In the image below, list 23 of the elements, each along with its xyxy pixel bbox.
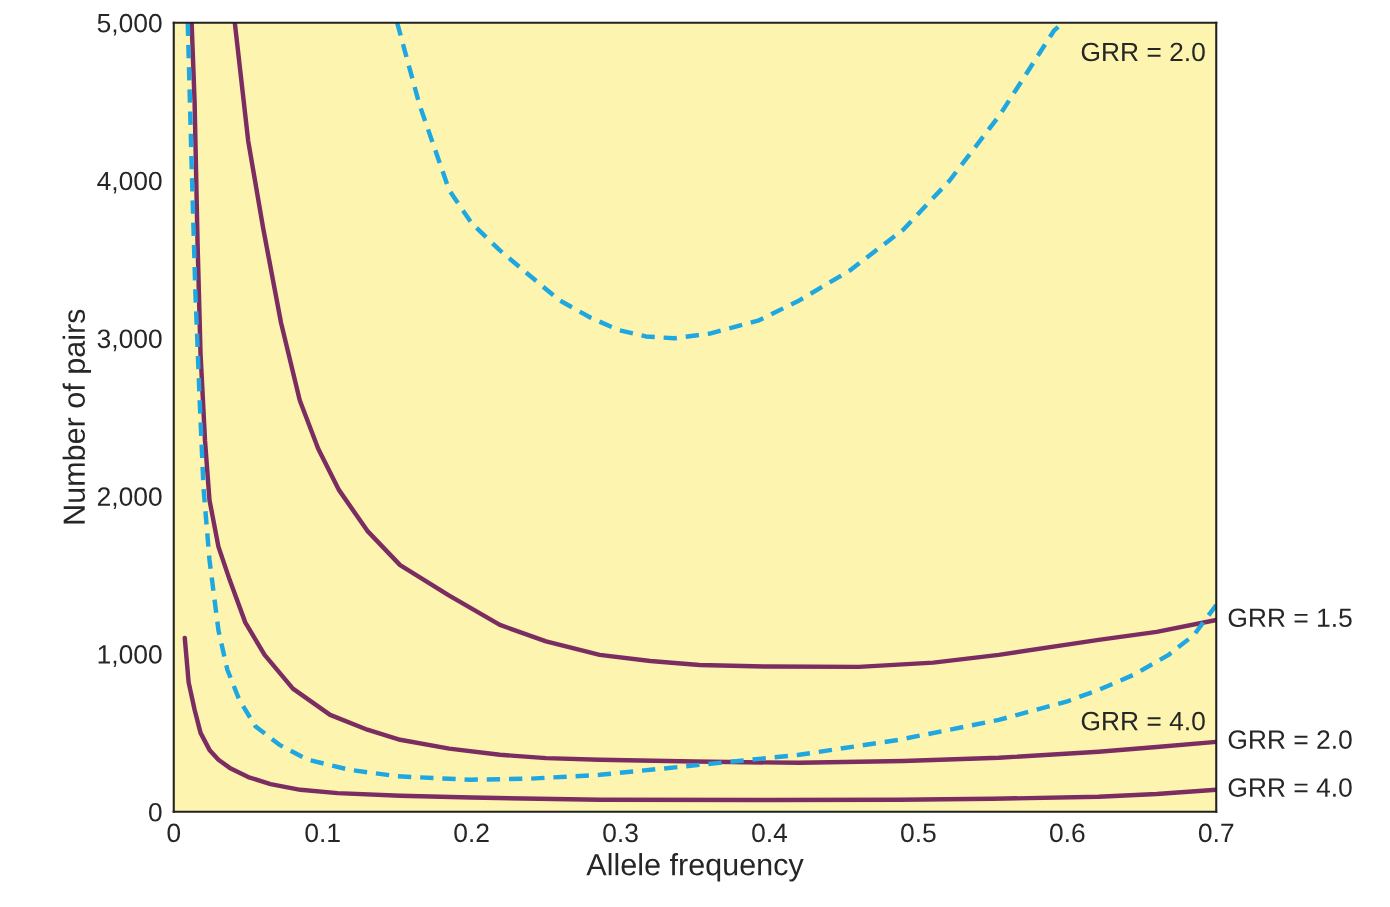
y-tick-label: 3,000 (97, 329, 162, 352)
x-tick-label: 0.3 (603, 823, 638, 843)
x-tick-label: 0 (167, 823, 181, 843)
x-tick-label: 0.6 (1050, 823, 1085, 843)
x-tick-label: 0.5 (901, 823, 936, 843)
x-axis-title: Allele frequency (586, 853, 804, 882)
x-tick-label: 0.2 (454, 823, 489, 843)
line-series (232, 22, 1217, 670)
series-label: GRR = 2.0 (1228, 730, 1352, 749)
y-tick-label: 5,000 (97, 13, 162, 36)
y-tick-label: 4,000 (97, 171, 162, 194)
series-label: GRR = 1.5 (1228, 608, 1352, 628)
y-tick-label: 0 (149, 802, 162, 822)
y-tick-label: 2,000 (97, 487, 162, 510)
annotation: GRR = 4.0 (1081, 711, 1205, 731)
x-tick-label: 0.1 (305, 823, 340, 843)
line-series (182, 635, 1217, 803)
annotation: GRR = 2.0 (1081, 42, 1205, 62)
y-tick-label: 1,000 (98, 645, 162, 667)
y-axis-title: Number of pairs (62, 309, 92, 524)
x-tick-label: 0.7 (1198, 823, 1234, 843)
x-tick-label: 0.4 (752, 823, 788, 843)
series-label: GRR = 4.0 (1228, 778, 1352, 797)
